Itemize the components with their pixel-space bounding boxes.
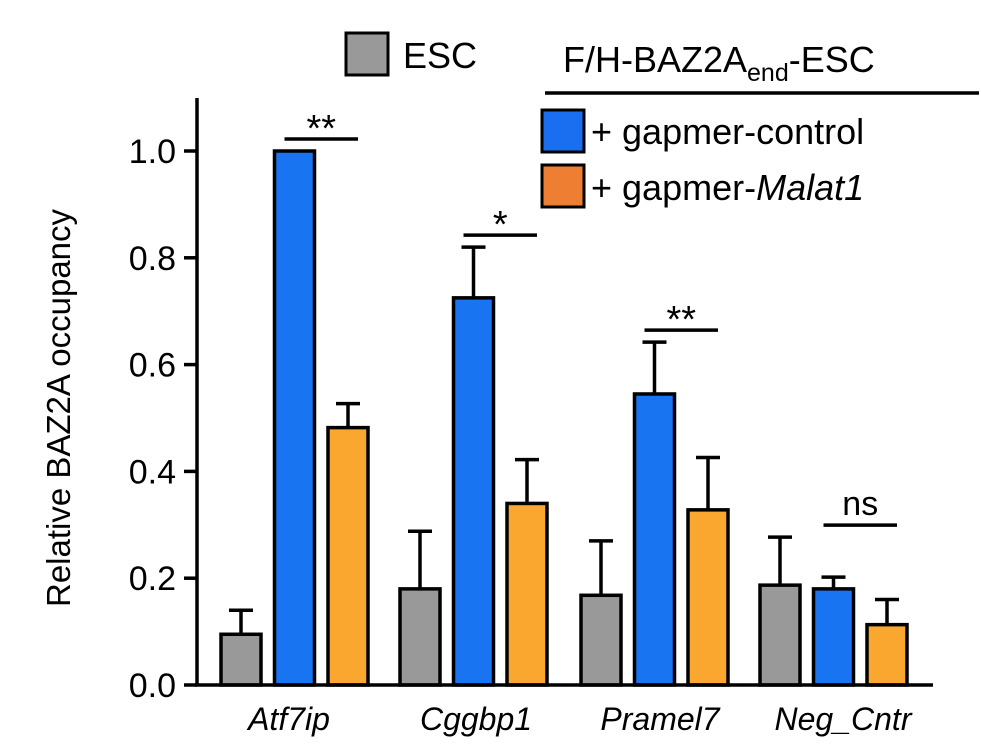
significance-label: ** [306, 108, 336, 150]
y-tick-label: 0.0 [129, 667, 176, 705]
bar-esc-neg_cntr [758, 583, 802, 687]
bar-gapmer-control-atf7ip [272, 149, 317, 687]
significance-label: * [493, 204, 508, 246]
y-tick-label: 0.6 [129, 347, 176, 385]
significance-label: ** [666, 299, 696, 341]
y-axis-label: Relative BAZ2A occupancy [40, 208, 77, 607]
x-category-label: Pramel7 [600, 701, 720, 737]
legend-label-gapmer-malat1: + gapmer-Malat1 [591, 167, 864, 208]
bar-gapmer-malat1-atf7ip [326, 425, 370, 687]
legend-swatch-esc [344, 31, 390, 77]
bar-gapmer-control-neg_cntr [811, 587, 856, 687]
legend: ESC F/H-BAZ2Aend-ESC + gapmer-control + … [344, 31, 979, 209]
bar-gapmer-malat1-pramel7 [686, 508, 730, 687]
legend-group-title: F/H-BAZ2Aend-ESC [563, 39, 875, 87]
x-category-label: Neg_Cntr [775, 701, 913, 737]
x-category-labels: Atf7ip Cggbp1 Pramel7 Neg_Cntr [246, 701, 913, 737]
y-tick-label: 1.0 [129, 133, 176, 171]
legend-label-esc: ESC [403, 35, 477, 76]
y-tick-label: 0.4 [129, 453, 176, 491]
significance-markers: *****ns [284, 108, 897, 527]
legend-label-gapmer-control: + gapmer-control [591, 111, 864, 152]
y-axis-ticks: 0.0 0.2 0.4 0.6 0.8 1.0 [129, 133, 197, 705]
legend-swatch-gapmer-control [540, 108, 586, 154]
bar-esc-atf7ip [219, 632, 263, 687]
bar-esc-pramel7 [579, 593, 623, 687]
bars [219, 149, 909, 687]
group-title-subscript: end [747, 59, 789, 87]
error-bars [229, 245, 899, 635]
bar-gapmer-malat1-cggbp1 [505, 501, 549, 687]
y-tick-label: 0.2 [129, 560, 176, 598]
x-category-label: Atf7ip [246, 701, 330, 737]
bar-gapmer-malat1-neg_cntr [865, 622, 909, 687]
y-tick-label: 0.8 [129, 240, 176, 278]
legend-swatch-gapmer-malat1 [540, 163, 586, 209]
bar-gapmer-control-pramel7 [632, 392, 677, 687]
bar-gapmer-control-cggbp1 [451, 296, 496, 687]
significance-label: ns [842, 485, 878, 523]
bar-esc-cggbp1 [398, 587, 442, 687]
x-category-label: Cggbp1 [420, 701, 532, 737]
